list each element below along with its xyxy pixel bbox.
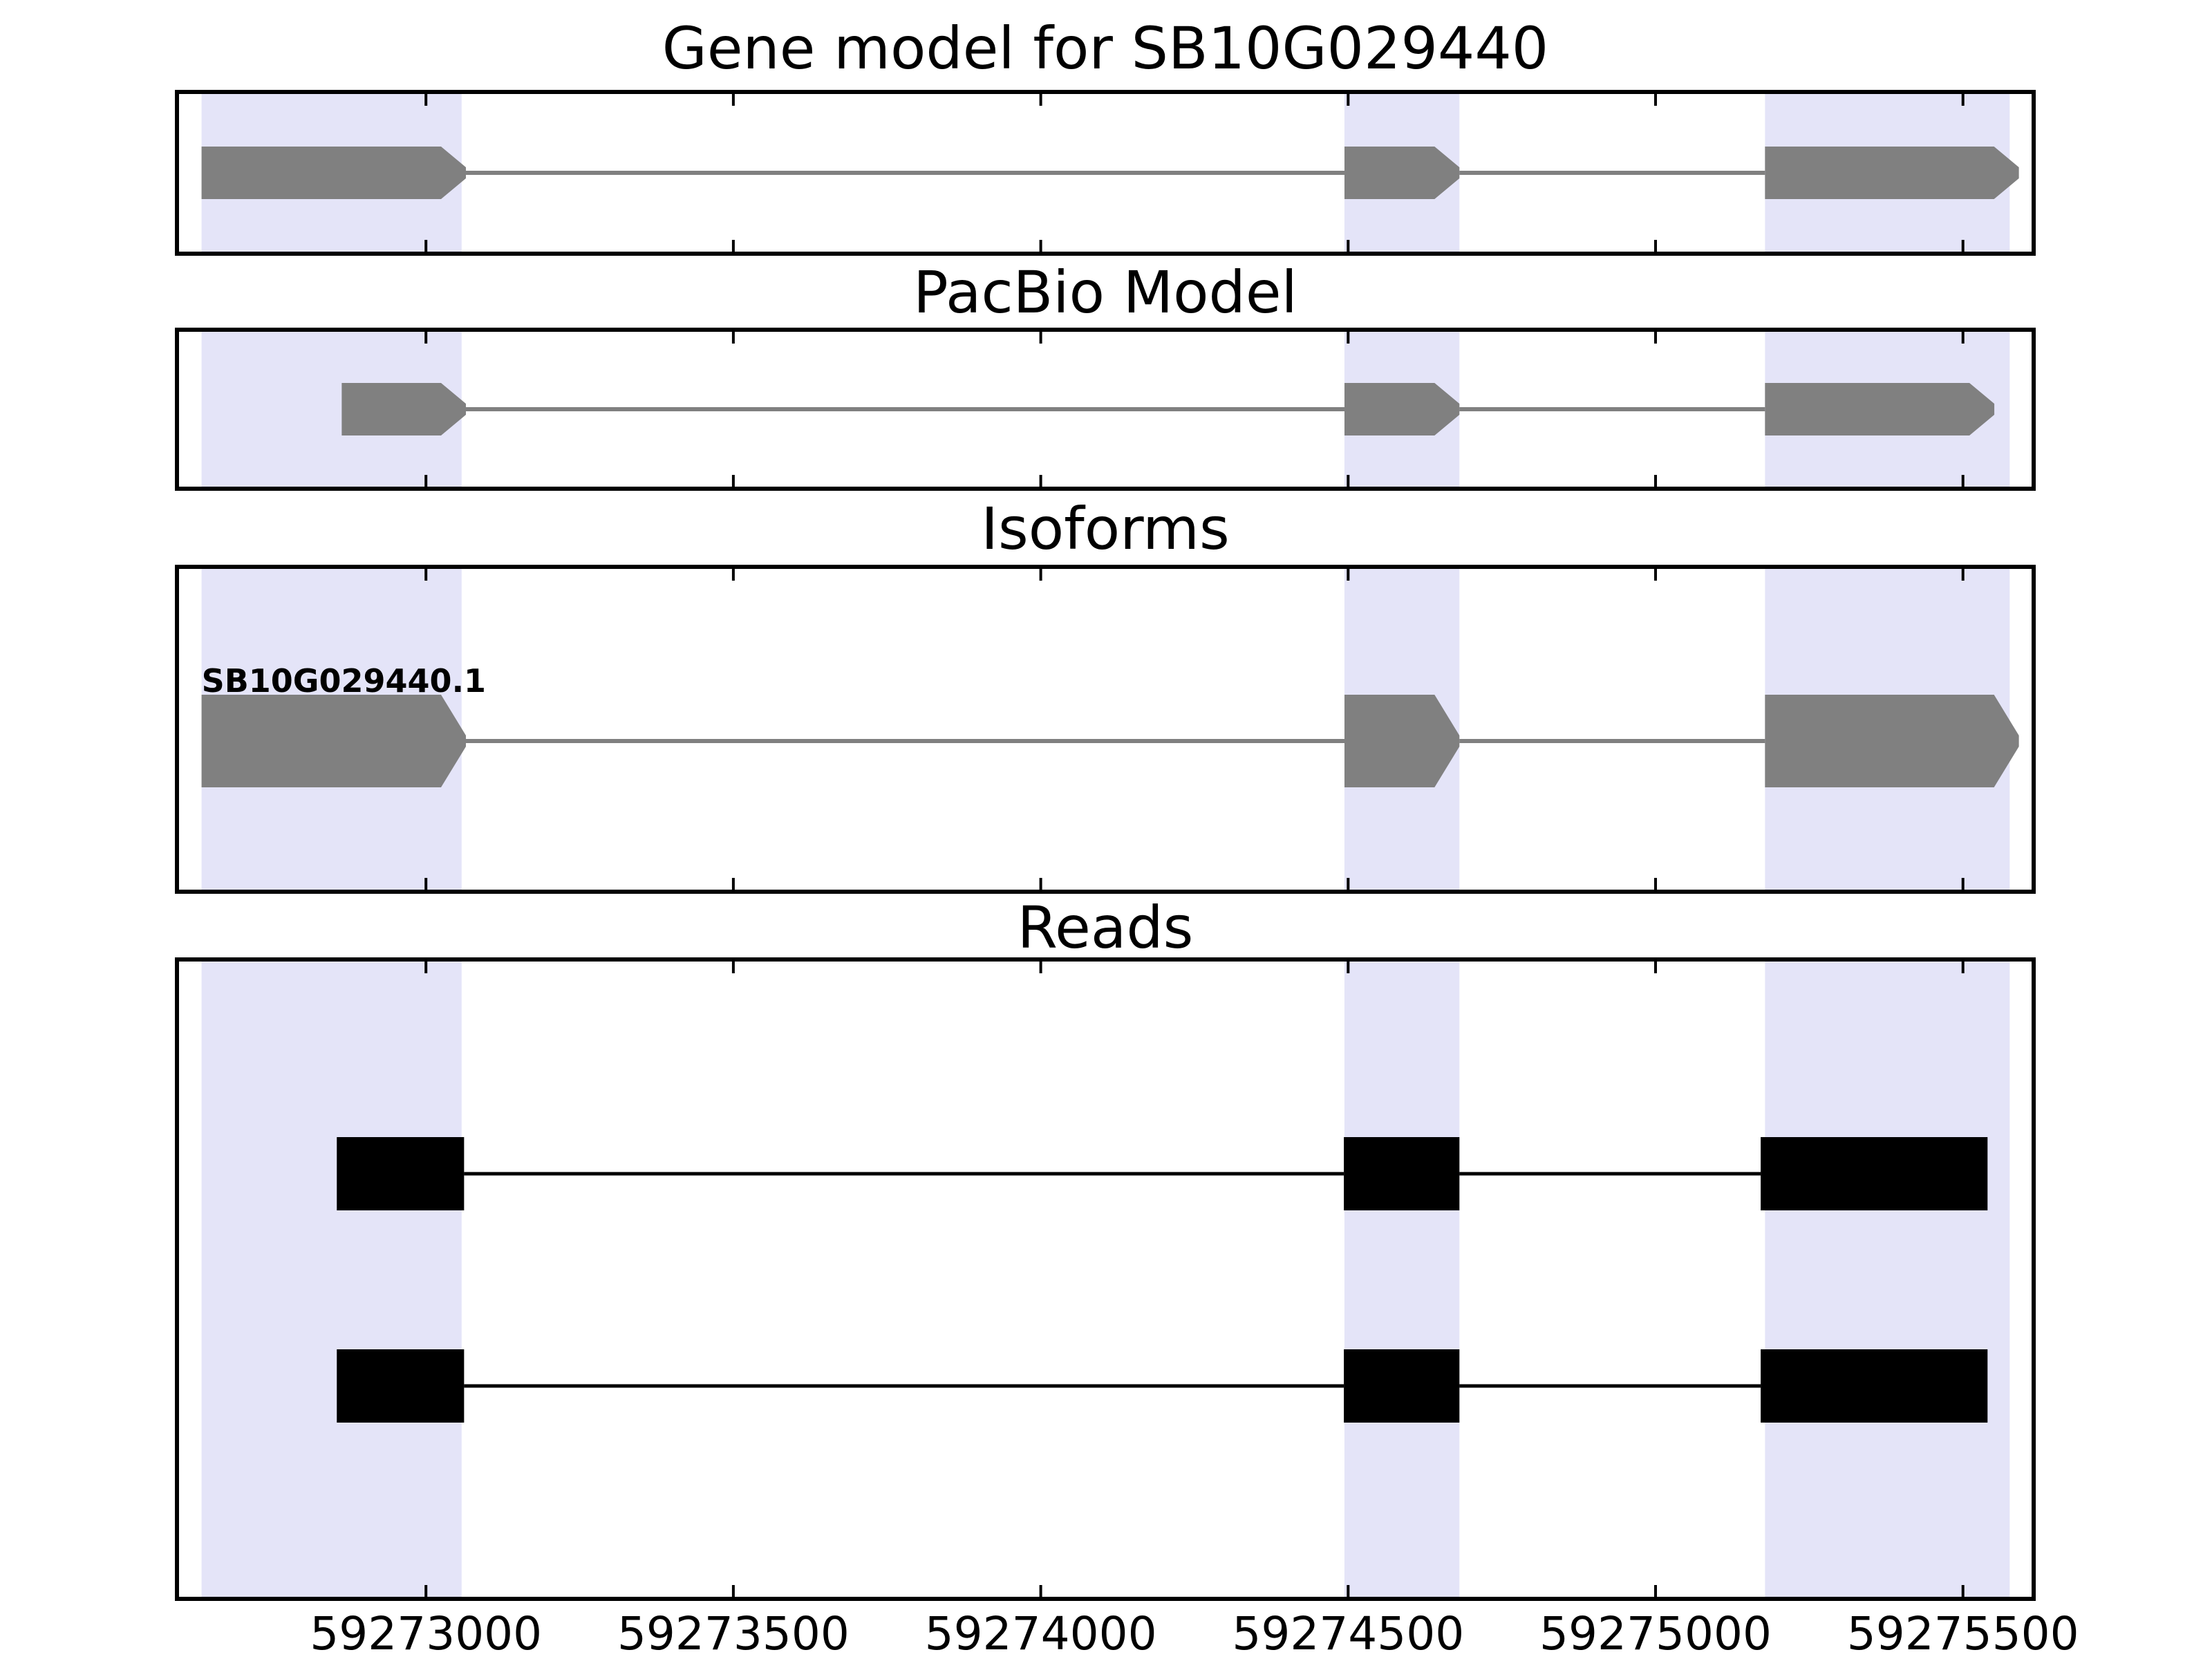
pacbio-model-exon: [1765, 383, 1995, 435]
panel-border: [175, 565, 2036, 894]
panel-border: [175, 328, 2036, 491]
read-exon: [1761, 1137, 1988, 1210]
exon-highlight-band: [1344, 959, 1460, 1599]
panel-title-pacbio-model: PacBio Model: [913, 259, 1297, 326]
isoforms-exon: [1765, 695, 2019, 787]
isoforms-exon: [201, 695, 467, 787]
x-tick-label: 59275500: [1847, 1607, 2079, 1659]
x-tick-label: 59273500: [617, 1607, 850, 1659]
gene-model-exon: [201, 147, 467, 199]
read-exon: [337, 1137, 465, 1210]
gene-model-exon: [1765, 147, 2019, 199]
panel-title-reads: Reads: [1017, 894, 1194, 962]
panel-border: [175, 90, 2036, 256]
panel-title-gene-model: Gene model for SB10G029440: [662, 15, 1549, 82]
pacbio-model-exon: [341, 383, 467, 435]
x-tick-label: 59273000: [310, 1607, 542, 1659]
read-exon: [1344, 1349, 1460, 1423]
read-exon: [1761, 1349, 1988, 1423]
exon-highlight-band: [1765, 959, 2010, 1599]
x-tick-label: 59275000: [1539, 1607, 1772, 1659]
panel-title-isoforms: Isoforms: [981, 495, 1230, 563]
gene-model-exon: [1344, 147, 1460, 199]
x-tick-label: 59274000: [925, 1607, 1157, 1659]
exon-highlight-band: [201, 959, 462, 1599]
x-tick-label: 59274500: [1232, 1607, 1464, 1659]
isoform-label: SB10G029440.1: [202, 662, 486, 700]
isoforms-exon: [1344, 695, 1460, 787]
read-exon: [1344, 1137, 1460, 1210]
pacbio-model-exon: [1344, 383, 1460, 435]
read-exon: [337, 1349, 465, 1423]
panel-border: [175, 957, 2036, 1601]
